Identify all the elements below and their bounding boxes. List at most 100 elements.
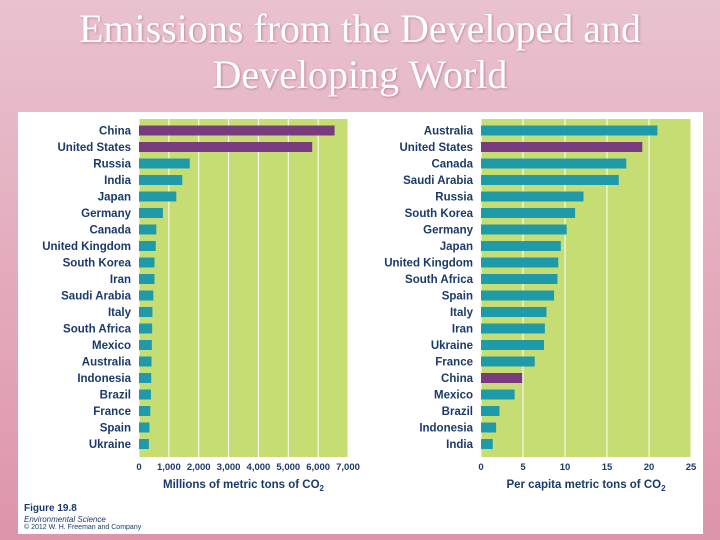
category-label-left-9: Iran bbox=[110, 274, 131, 286]
tick-label-left-4: 4,000 bbox=[247, 462, 271, 473]
bar-right-china bbox=[481, 373, 523, 383]
bar-left-ukraine bbox=[139, 439, 149, 449]
category-label-left-8: South Korea bbox=[63, 258, 132, 270]
category-label-left-14: Australia bbox=[82, 357, 132, 369]
tick-label-right-0: 0 bbox=[478, 462, 483, 473]
category-label-right-1: United States bbox=[400, 142, 474, 154]
bar-right-saudi-arabia bbox=[481, 175, 619, 185]
category-label-right-2: Canada bbox=[431, 159, 473, 171]
tick-label-left-1: 1,000 bbox=[157, 462, 181, 473]
category-label-right-6: Germany bbox=[423, 225, 473, 237]
bar-left-united-states bbox=[139, 142, 313, 152]
category-label-right-15: China bbox=[441, 373, 474, 385]
bar-right-italy bbox=[481, 307, 547, 317]
category-label-left-4: Japan bbox=[98, 192, 131, 204]
bar-left-canada bbox=[139, 224, 157, 235]
bar-right-spain bbox=[481, 290, 555, 301]
bar-right-ukraine bbox=[481, 340, 544, 350]
category-label-left-12: South Africa bbox=[63, 324, 132, 336]
bar-left-russia bbox=[139, 158, 190, 169]
bar-right-mexico bbox=[481, 389, 515, 400]
tick-label-left-7: 7,000 bbox=[336, 462, 360, 473]
category-label-left-2: Russia bbox=[93, 159, 131, 171]
category-label-right-11: Italy bbox=[450, 307, 474, 319]
category-label-right-17: Brazil bbox=[442, 406, 473, 418]
category-label-right-0: Australia bbox=[424, 126, 474, 138]
axis-title-left: Millions of metric tons of CO2 bbox=[163, 479, 325, 493]
bar-right-iran bbox=[481, 323, 545, 334]
category-label-right-14: France bbox=[435, 357, 473, 369]
tick-label-left-2: 2,000 bbox=[187, 462, 211, 473]
bar-left-japan bbox=[139, 191, 177, 202]
bar-left-south-africa bbox=[139, 323, 153, 334]
plot-background-left bbox=[139, 119, 348, 457]
bar-left-iran bbox=[139, 274, 155, 284]
category-label-right-12: Iran bbox=[452, 324, 473, 336]
category-label-left-1: United States bbox=[58, 142, 132, 154]
category-label-left-6: Canada bbox=[89, 225, 131, 237]
emissions-charts: 0 1,000 2,000 3,000 4,000 5,000 6,000 7,000 Chin… bbox=[42, 119, 697, 493]
bar-right-germany bbox=[481, 224, 567, 235]
axis-title-right: Per capita metric tons of CO2 bbox=[506, 479, 666, 493]
slide-title: Emissions from the Developed and Develop… bbox=[0, 6, 720, 98]
category-label-left-19: Ukraine bbox=[89, 439, 131, 451]
category-label-right-16: Mexico bbox=[434, 390, 473, 402]
bar-right-canada bbox=[481, 158, 627, 169]
category-label-right-10: Spain bbox=[442, 291, 473, 303]
bar-right-brazil bbox=[481, 406, 500, 416]
bar-right-russia bbox=[481, 191, 584, 202]
bar-right-france bbox=[481, 356, 535, 367]
plot-background-right bbox=[481, 119, 691, 457]
category-label-right-13: Ukraine bbox=[431, 340, 473, 352]
category-label-right-8: United Kingdom bbox=[384, 258, 473, 270]
figure-copyright: © 2012 W. H. Freeman and Company bbox=[24, 524, 142, 531]
category-label-right-5: South Korea bbox=[405, 208, 474, 220]
category-label-left-7: United Kingdom bbox=[42, 241, 131, 253]
bar-left-saudi-arabia bbox=[139, 290, 154, 301]
bar-left-india bbox=[139, 175, 183, 185]
category-label-left-5: Germany bbox=[81, 208, 131, 220]
bar-left-australia bbox=[139, 356, 152, 367]
category-label-left-11: Italy bbox=[108, 307, 132, 319]
category-label-right-18: Indonesia bbox=[419, 423, 473, 435]
category-label-right-3: Saudi Arabia bbox=[403, 175, 473, 187]
category-label-left-16: Brazil bbox=[100, 390, 131, 402]
category-label-left-18: Spain bbox=[100, 423, 131, 435]
bar-left-indonesia bbox=[139, 373, 152, 383]
tick-label-right-4: 20 bbox=[644, 462, 655, 473]
bar-left-brazil bbox=[139, 389, 151, 400]
tick-label-right-1: 5 bbox=[520, 462, 526, 473]
slide-title-line-2: Developing World bbox=[212, 52, 508, 97]
bar-right-australia bbox=[481, 125, 658, 136]
bar-left-germany bbox=[139, 208, 163, 218]
category-label-right-4: Russia bbox=[435, 192, 473, 204]
bar-right-india bbox=[481, 439, 493, 449]
tick-label-left-6: 6,000 bbox=[306, 462, 330, 473]
bar-left-italy bbox=[139, 307, 153, 317]
bar-right-japan bbox=[481, 241, 561, 251]
bar-right-south-africa bbox=[481, 274, 558, 284]
category-label-left-13: Mexico bbox=[92, 340, 131, 352]
category-label-left-17: France bbox=[93, 406, 131, 418]
bar-right-indonesia bbox=[481, 422, 497, 433]
bar-left-mexico bbox=[139, 340, 152, 350]
bar-left-france bbox=[139, 406, 151, 416]
bar-right-united-kingdom bbox=[481, 257, 559, 268]
tick-label-left-3: 3,000 bbox=[217, 462, 241, 473]
category-label-left-3: India bbox=[104, 175, 131, 187]
bar-left-united-kingdom bbox=[139, 241, 156, 251]
tick-label-right-3: 15 bbox=[602, 462, 613, 473]
category-label-left-10: Saudi Arabia bbox=[61, 291, 131, 303]
figure-book-title: Environmental Science bbox=[24, 515, 106, 524]
category-label-left-15: Indonesia bbox=[77, 373, 131, 385]
figure-number: Figure 19.8 bbox=[24, 503, 77, 514]
bar-left-spain bbox=[139, 422, 150, 433]
bar-left-south-korea bbox=[139, 257, 155, 268]
bar-left-china bbox=[139, 125, 335, 136]
bar-right-south-korea bbox=[481, 208, 576, 218]
category-label-right-7: Japan bbox=[440, 241, 473, 253]
tick-label-left-0: 0 bbox=[136, 462, 141, 473]
category-label-right-9: South Africa bbox=[405, 274, 474, 286]
slide-title-line-1: Emissions from the Developed and bbox=[78, 6, 642, 51]
bar-right-united-states bbox=[481, 142, 643, 152]
